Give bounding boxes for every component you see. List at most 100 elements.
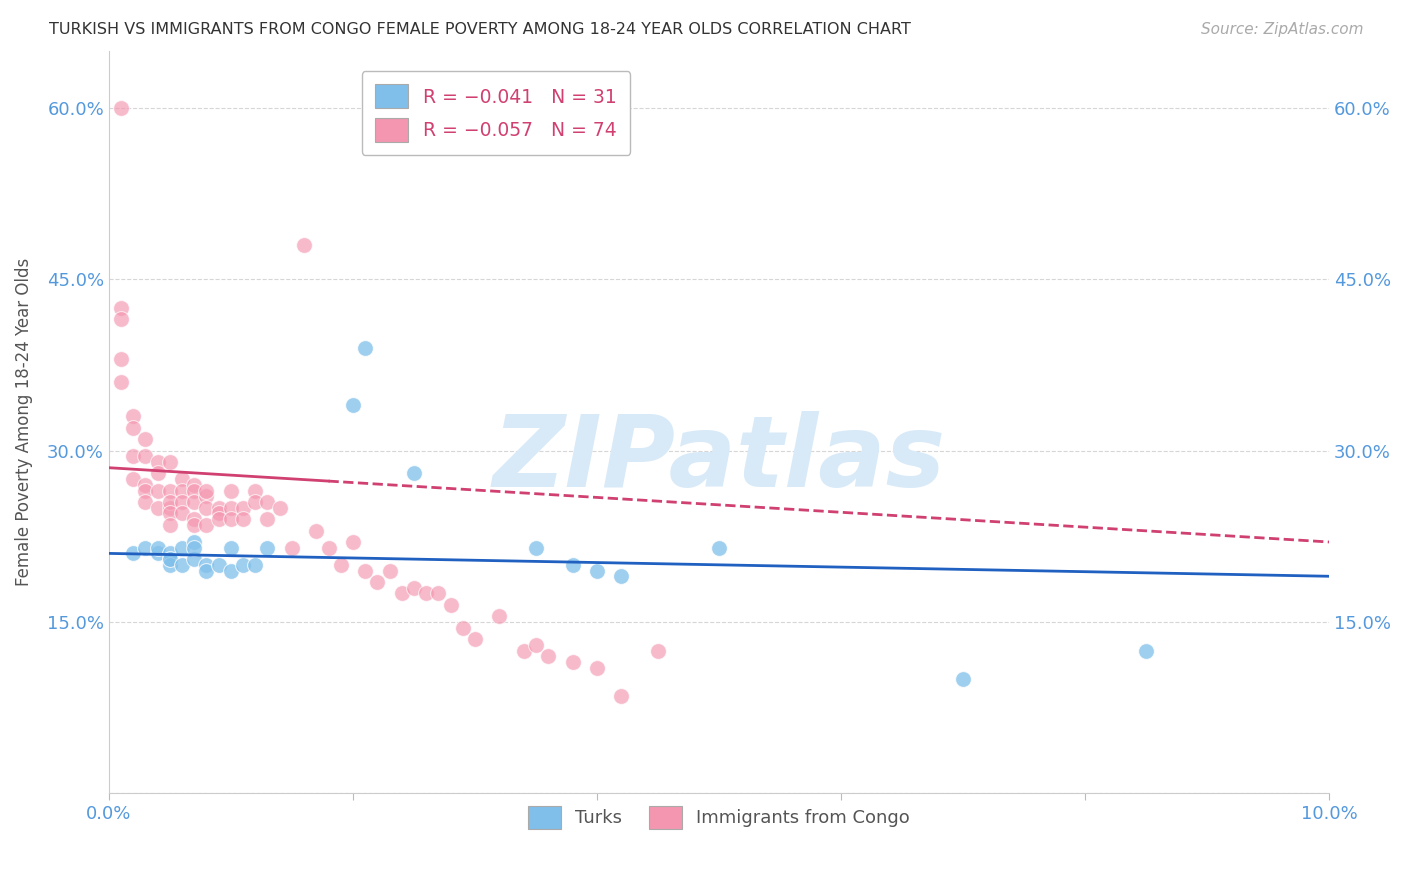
Point [146,467,169,481]
Point [219,541,242,555]
Point [159,517,181,532]
Point [183,512,205,526]
Point [195,500,218,515]
Point [146,483,169,498]
Point [183,517,205,532]
Point [159,552,181,566]
Point [195,558,218,572]
Point [524,638,547,652]
Legend: Turks, Immigrants from Congo: Turks, Immigrants from Congo [520,798,917,837]
Point [219,483,242,498]
Point [208,500,231,515]
Text: Source: ZipAtlas.com: Source: ZipAtlas.com [1201,22,1364,37]
Point [134,450,156,464]
Point [159,558,181,572]
Point [159,495,181,509]
Point [195,517,218,532]
Point [402,581,425,595]
Point [402,467,425,481]
Point [134,432,156,446]
Text: ZIPatlas: ZIPatlas [492,410,945,508]
Point [427,586,450,600]
Point [329,558,352,572]
Point [183,552,205,566]
Point [159,507,181,521]
Point [122,450,145,464]
Point [172,472,194,486]
Point [512,643,534,657]
Point [464,632,486,646]
Point [610,569,633,583]
Point [245,495,267,509]
Point [146,500,169,515]
Point [451,621,474,635]
Point [134,495,156,509]
Y-axis label: Female Poverty Among 18-24 Year Olds: Female Poverty Among 18-24 Year Olds [15,258,32,586]
Point [146,455,169,469]
Point [134,541,156,555]
Point [172,507,194,521]
Point [256,495,278,509]
Point [146,541,169,555]
Point [110,352,132,367]
Point [415,586,437,600]
Point [219,564,242,578]
Point [159,552,181,566]
Point [110,375,132,389]
Point [378,564,401,578]
Point [488,609,510,624]
Point [122,421,145,435]
Point [110,101,132,115]
Point [159,500,181,515]
Point [561,655,583,669]
Point [159,546,181,560]
Point [354,564,377,578]
Point [183,478,205,492]
Point [134,483,156,498]
Point [195,489,218,503]
Point [183,495,205,509]
Point [707,541,730,555]
Point [159,483,181,498]
Point [586,661,609,675]
Point [391,586,413,600]
Point [586,564,609,578]
Point [952,672,974,686]
Point [232,500,254,515]
Point [208,512,231,526]
Point [256,512,278,526]
Point [610,690,633,704]
Point [208,507,231,521]
Point [305,524,328,538]
Point [561,558,583,572]
Point [219,500,242,515]
Point [172,541,194,555]
Point [183,535,205,549]
Point [122,472,145,486]
Point [281,541,304,555]
Point [1135,643,1157,657]
Point [195,483,218,498]
Point [292,238,315,252]
Point [219,512,242,526]
Point [342,535,364,549]
Point [232,512,254,526]
Point [172,558,194,572]
Point [146,546,169,560]
Text: TURKISH VS IMMIGRANTS FROM CONGO FEMALE POVERTY AMONG 18-24 YEAR OLDS CORRELATIO: TURKISH VS IMMIGRANTS FROM CONGO FEMALE … [49,22,911,37]
Point [183,483,205,498]
Point [172,483,194,498]
Point [366,574,388,589]
Point [134,478,156,492]
Point [232,558,254,572]
Point [318,541,340,555]
Point [342,398,364,412]
Point [208,558,231,572]
Point [524,541,547,555]
Point [195,564,218,578]
Point [122,409,145,424]
Point [122,546,145,560]
Point [159,455,181,469]
Point [354,341,377,355]
Point [537,649,560,664]
